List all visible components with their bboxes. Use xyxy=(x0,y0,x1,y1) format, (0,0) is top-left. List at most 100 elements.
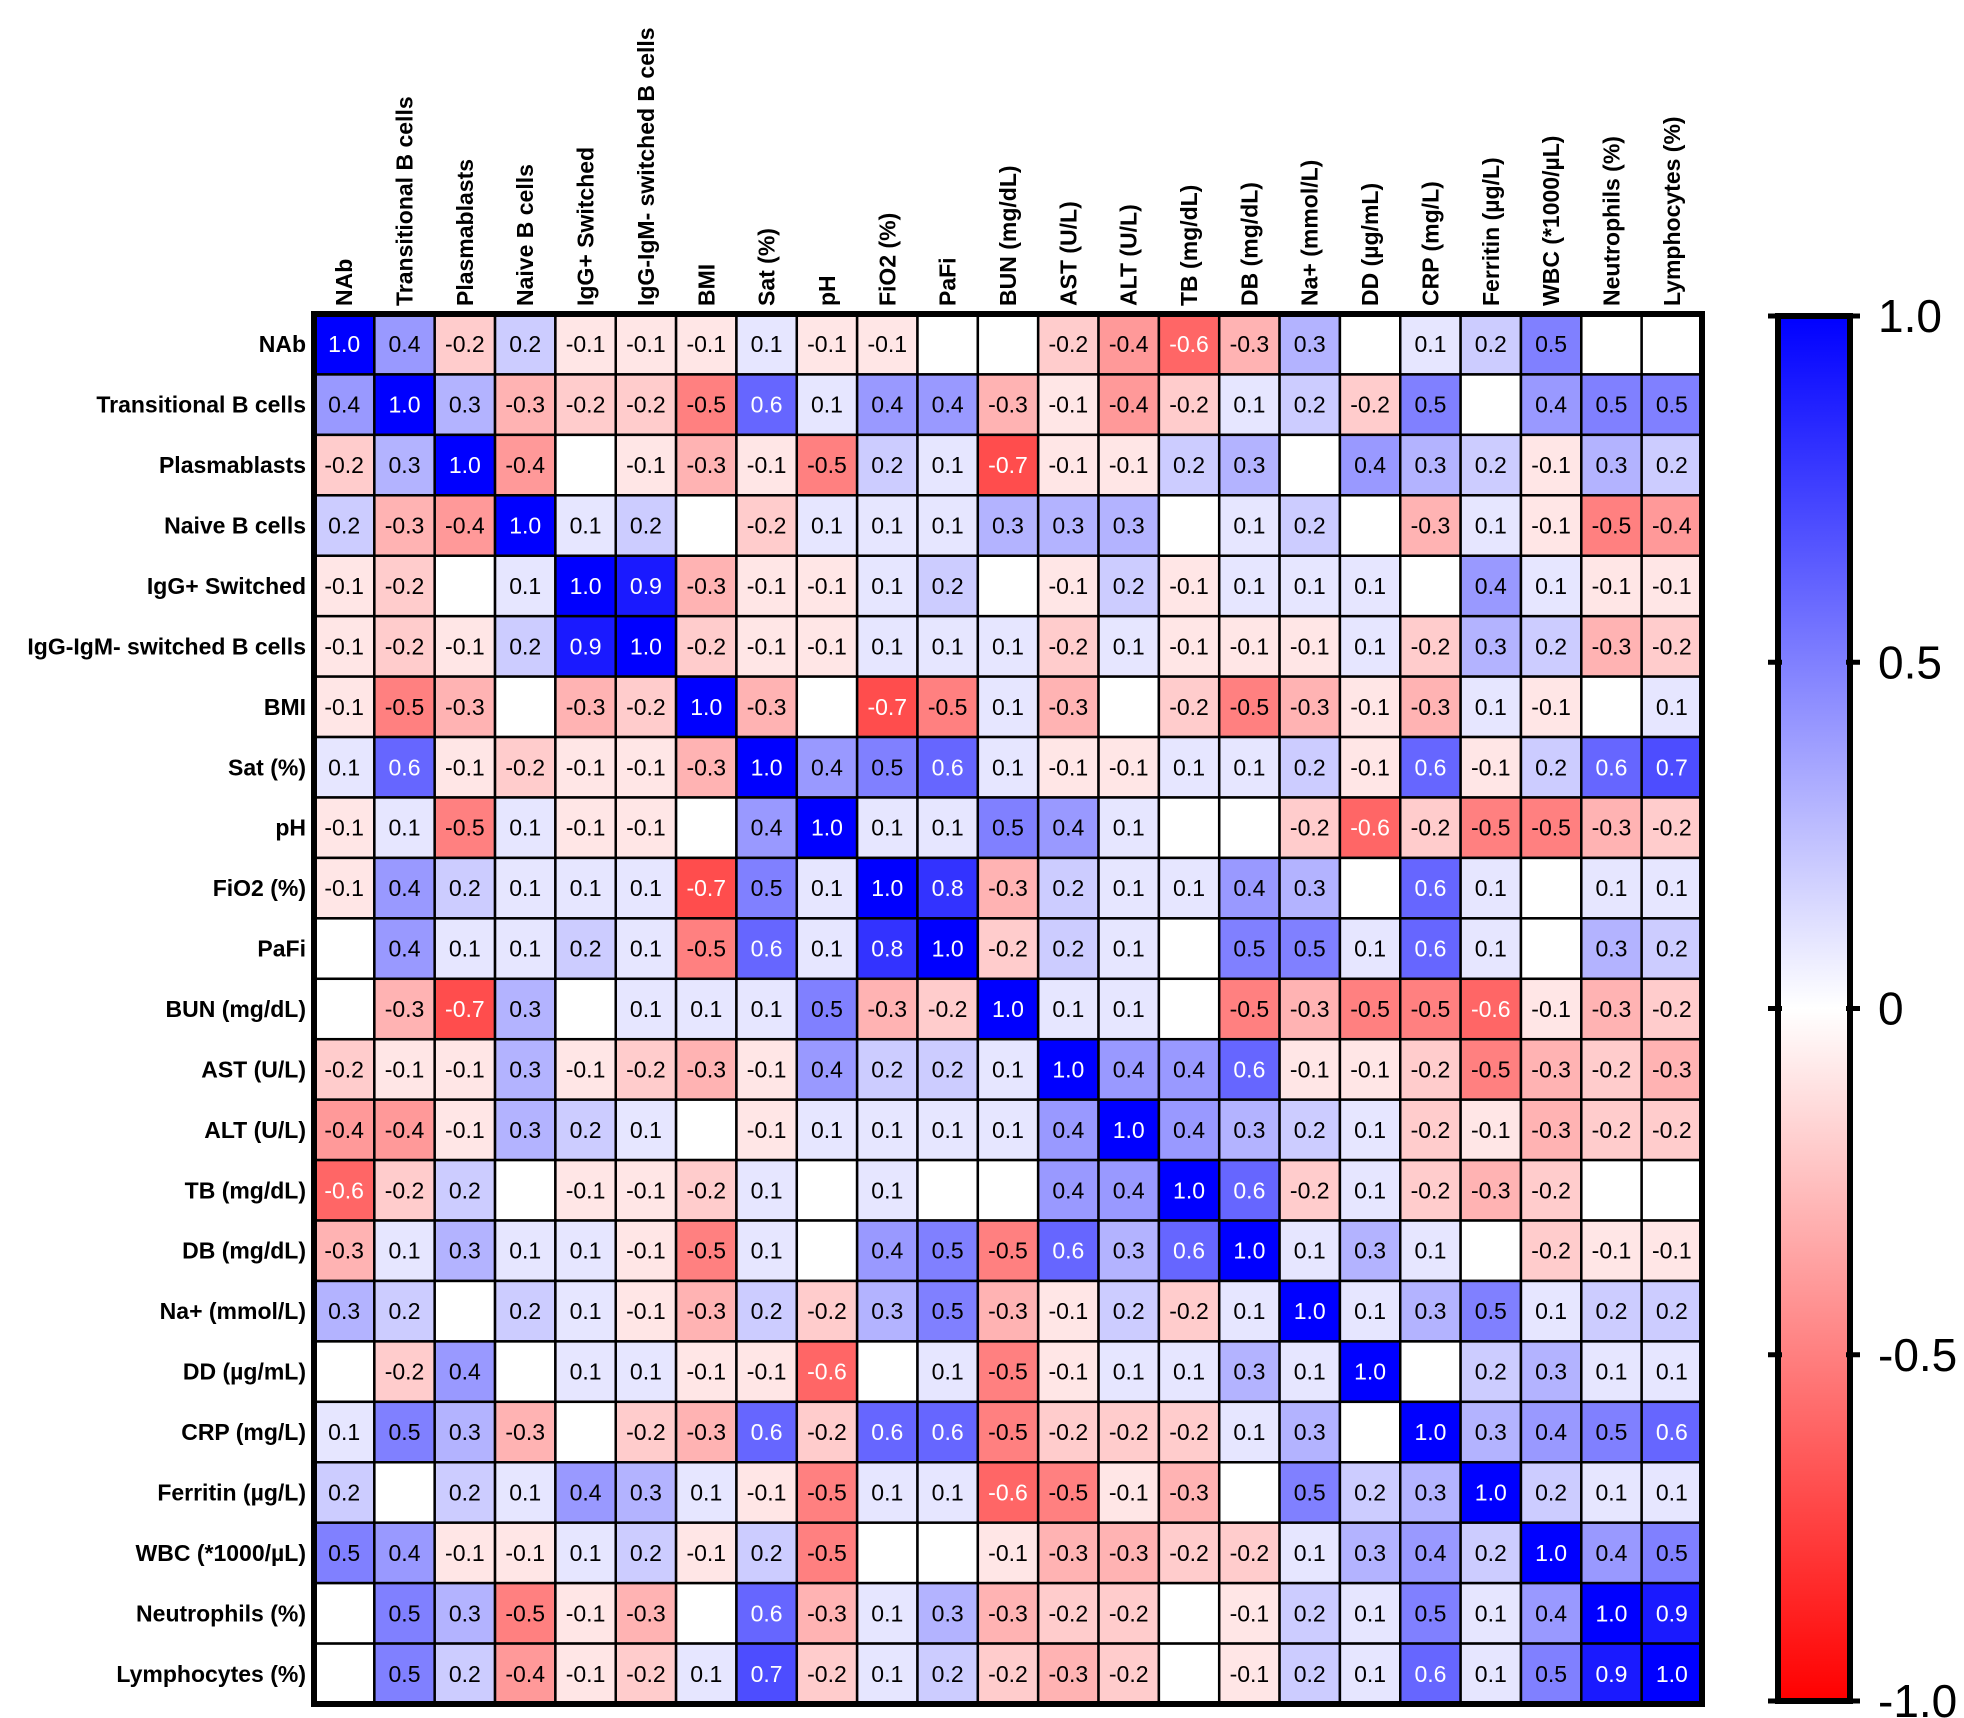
cell-value-label: 1.0 xyxy=(811,815,843,841)
heatmap-cell xyxy=(312,1581,376,1645)
cell-value-label: 0.3 xyxy=(1595,452,1627,478)
cell-value-label: 0.4 xyxy=(570,1479,602,1505)
heatmap-cell xyxy=(1640,977,1704,1041)
cell-value-label: 0.6 xyxy=(751,1600,783,1626)
heatmap-cell xyxy=(1278,917,1342,981)
column-label: DD (µg/mL) xyxy=(1357,183,1383,306)
cell-value-label: 0.1 xyxy=(570,1540,602,1566)
heatmap-cell xyxy=(614,1279,678,1343)
cell-value-label: 0.2 xyxy=(1294,513,1326,539)
cell-value-label: 0.2 xyxy=(509,1298,541,1324)
cell-value-label: 0.4 xyxy=(1595,1540,1627,1566)
heatmap-cell xyxy=(1036,1098,1100,1162)
heatmap-cell xyxy=(493,917,557,981)
cell-value-label: -0.2 xyxy=(1652,815,1692,841)
cell-value-label: 0.2 xyxy=(509,331,541,357)
column-label: Na+ (mmol/L) xyxy=(1297,160,1323,306)
cell-value-label: 0.2 xyxy=(630,513,662,539)
cell-value-label: 0.2 xyxy=(871,1056,903,1082)
cell-value-label: 0.1 xyxy=(932,513,964,539)
cell-value-label: -0.3 xyxy=(807,1600,847,1626)
heatmap-cell xyxy=(1338,856,1402,920)
heatmap-cell xyxy=(312,373,376,437)
heatmap-cell xyxy=(614,735,678,799)
cell-value-label: 0.2 xyxy=(570,936,602,962)
cell-value-label: -0.7 xyxy=(867,694,907,720)
cell-value-label: 1.0 xyxy=(1475,1479,1507,1505)
cell-value-label: -0.3 xyxy=(747,694,787,720)
heatmap-cell xyxy=(1640,494,1704,557)
heatmap-cell xyxy=(373,373,436,437)
column-label: Ferritin (µg/L) xyxy=(1478,157,1504,306)
heatmap-cell xyxy=(373,1461,436,1524)
cell-value-label: 1.0 xyxy=(871,875,903,901)
cell-value-label: 0.2 xyxy=(1535,754,1567,780)
cell-value-label: 0.4 xyxy=(1113,1177,1145,1203)
cell-value-label: -0.2 xyxy=(626,1419,666,1445)
cell-value-label: 0.1 xyxy=(1595,1359,1627,1385)
cell-value-label: 0.3 xyxy=(449,392,481,418)
cell-value-label: 0.5 xyxy=(1535,331,1567,357)
heatmap-cell xyxy=(1157,1219,1221,1283)
cell-value-label: -0.4 xyxy=(445,513,485,539)
row-label: AST (U/L) xyxy=(201,1056,306,1082)
row-label: IgG-IgM- switched B cells xyxy=(27,633,306,659)
cell-value-label: -0.6 xyxy=(1471,996,1511,1022)
heatmap-cell xyxy=(554,917,617,981)
heatmap-cell xyxy=(1640,1279,1704,1343)
colorbar-tick-label: 0.5 xyxy=(1878,636,1942,688)
cell-value-label: -0.2 xyxy=(626,694,666,720)
cell-value-label: 0.5 xyxy=(871,754,903,780)
cell-value-label: -0.1 xyxy=(1531,513,1571,539)
heatmap-cell xyxy=(554,1219,617,1283)
heatmap-cell xyxy=(855,1521,919,1585)
heatmap-cell xyxy=(373,856,436,920)
cell-value-label: -0.5 xyxy=(686,936,726,962)
heatmap-cell xyxy=(1640,917,1704,981)
cell-value-label: 0.4 xyxy=(811,1056,843,1082)
heatmap-cell xyxy=(1097,1642,1161,1706)
heatmap-cell xyxy=(493,1340,557,1404)
cell-value-label: 0.1 xyxy=(1475,936,1507,962)
heatmap-border xyxy=(311,311,1705,1707)
heatmap-cell xyxy=(1217,917,1281,981)
cell-value-label: -0.2 xyxy=(1411,1117,1451,1143)
cell-value-label: 0.1 xyxy=(1113,1359,1145,1385)
cell-value-label: 1.0 xyxy=(1173,1177,1205,1203)
cell-value-label: 0.4 xyxy=(389,331,421,357)
heatmap-cell xyxy=(855,312,919,376)
cell-value-label: 0.1 xyxy=(1656,1359,1688,1385)
column-label: FiO2 (%) xyxy=(874,213,900,306)
heatmap-cell xyxy=(1459,1219,1523,1283)
heatmap-cell xyxy=(554,494,617,557)
cell-value-label: 0.1 xyxy=(1354,936,1386,962)
cell-value-label: 0.1 xyxy=(1354,1177,1386,1203)
cell-value-label: 0.4 xyxy=(1173,1056,1205,1082)
cell-value-label: 1.0 xyxy=(1233,1238,1265,1264)
cell-value-label: 0.1 xyxy=(992,694,1024,720)
heatmap-cell xyxy=(795,1521,859,1585)
cell-value-label: -0.6 xyxy=(324,1177,364,1203)
heatmap-cell xyxy=(916,1279,980,1343)
cell-value-label: 0.1 xyxy=(1233,754,1265,780)
cell-value-label: 0.3 xyxy=(1595,936,1627,962)
heatmap-cell xyxy=(735,1581,799,1645)
cell-value-label: -0.5 xyxy=(1531,815,1571,841)
heatmap-cell xyxy=(674,1098,738,1162)
heatmap-cell xyxy=(916,554,980,618)
heatmap-cell xyxy=(1217,433,1281,497)
cell-value-label: 0.6 xyxy=(1052,1238,1084,1264)
cell-value-label: -0.1 xyxy=(1049,1298,1089,1324)
cell-value-label: 0.1 xyxy=(1414,1238,1446,1264)
cell-value-label: 0.6 xyxy=(1414,936,1446,962)
cell-value-label: -0.5 xyxy=(1471,815,1511,841)
cell-value-label: -0.2 xyxy=(1411,1177,1451,1203)
heatmap-cell xyxy=(493,373,557,437)
heatmap-cell xyxy=(1399,1340,1462,1404)
heatmap-cell xyxy=(373,614,436,678)
heatmap-cell xyxy=(795,433,859,497)
cell-value-label: -0.2 xyxy=(1169,1298,1209,1324)
cell-value-label: -0.1 xyxy=(747,1479,787,1505)
cell-value-label: -0.6 xyxy=(1350,815,1390,841)
cell-value-label: -0.2 xyxy=(324,452,364,478)
